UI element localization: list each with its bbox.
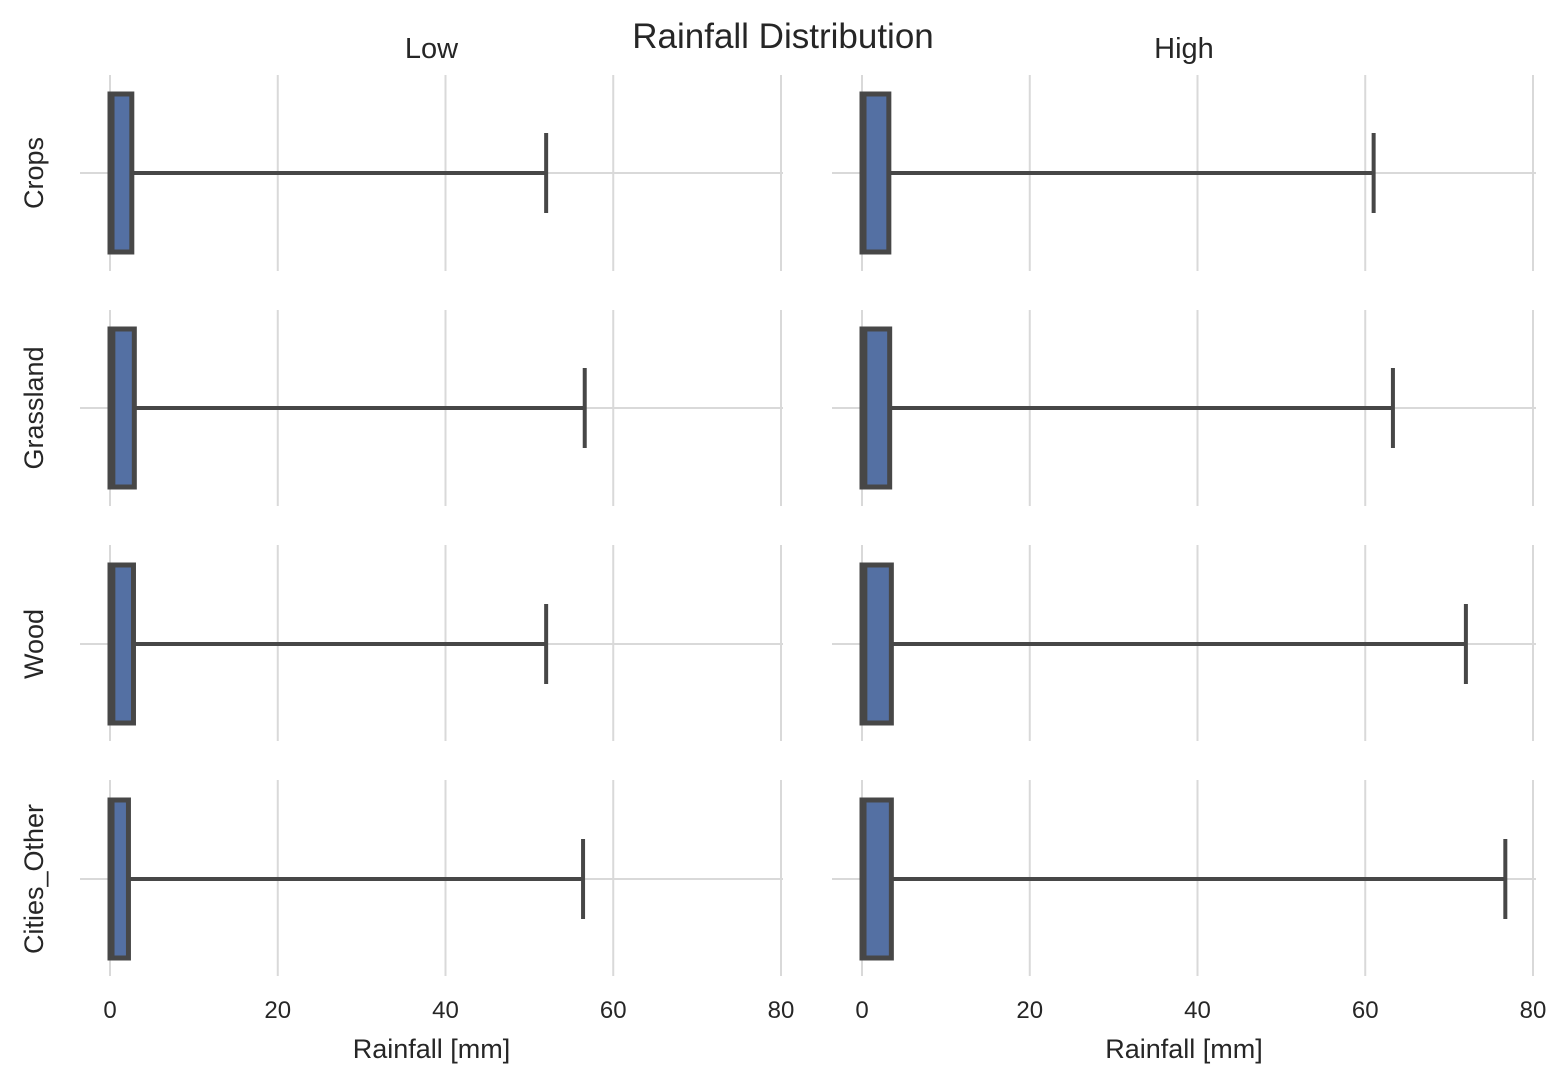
row-label-crops: Crops <box>19 137 49 209</box>
x-axis-label: Rainfall [mm] <box>353 1034 511 1064</box>
box-cities_other <box>859 797 894 961</box>
panel-low-cities_other <box>80 780 783 976</box>
box-crops <box>107 91 135 255</box>
x-tick-label: 20 <box>1016 997 1043 1024</box>
panel-low-crops <box>80 75 783 271</box>
column-title-low: Low <box>405 33 459 65</box>
row-label-cities_other: Cities_Other <box>19 804 49 954</box>
x-tick-label: 40 <box>1184 997 1211 1024</box>
x-tick-label: 60 <box>1352 997 1379 1024</box>
x-tick-label: 40 <box>432 997 459 1024</box>
x-tick-label: 60 <box>600 997 627 1024</box>
panel-low-grassland <box>80 310 783 506</box>
column-title-high: High <box>1154 33 1214 65</box>
panel-high-grassland <box>832 310 1536 506</box>
panel-column-high: High 0 20 40 60 80 Rainfall [mm] <box>832 33 1546 1064</box>
box-cities_other <box>107 797 131 961</box>
row-label-grassland: Grassland <box>19 346 49 469</box>
row-label-wood: Wood <box>19 609 49 679</box>
panel-low-wood <box>80 545 783 741</box>
panel-high-wood <box>832 545 1536 741</box>
panel-column-low: Low 0 20 40 60 80 Rainfall [mm] <box>80 33 794 1064</box>
panel-high-crops <box>832 75 1536 271</box>
panel-high-cities_other <box>832 780 1536 976</box>
x-tick-label: 0 <box>103 997 116 1024</box>
x-tick-label: 20 <box>264 997 291 1024</box>
x-axis-label: Rainfall [mm] <box>1105 1034 1263 1064</box>
x-tick-label: 0 <box>855 997 868 1024</box>
x-tick-label: 80 <box>768 997 795 1024</box>
chart-title: Rainfall Distribution <box>632 17 934 56</box>
box-wood <box>107 562 136 726</box>
x-tick-label: 80 <box>1520 997 1547 1024</box>
